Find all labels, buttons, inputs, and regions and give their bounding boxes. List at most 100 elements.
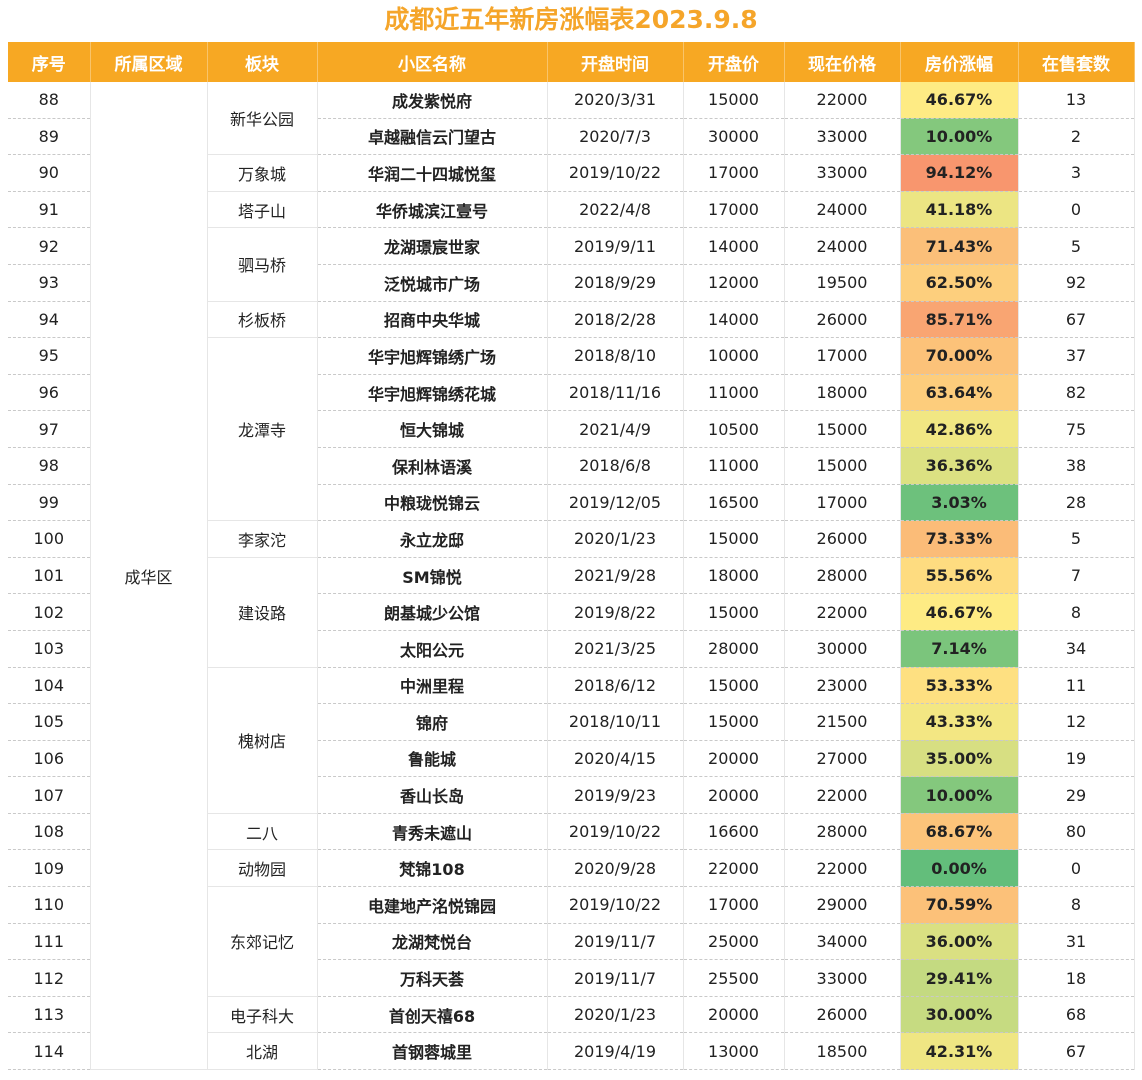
open-price-cell: 11000 xyxy=(683,447,785,485)
board-cell: 北湖 xyxy=(207,1032,318,1071)
count-cell: 37 xyxy=(1018,337,1135,375)
current-price-cell: 24000 xyxy=(784,191,901,229)
board-cell: 槐树店 xyxy=(207,667,318,814)
name-cell: 锦府 xyxy=(317,703,548,741)
date-cell: 2020/9/28 xyxy=(547,849,684,888)
name-cell: 泛悦城市广场 xyxy=(317,264,548,302)
board-cell: 东郊记忆 xyxy=(207,886,318,997)
name-cell: 香山长岛 xyxy=(317,776,548,814)
name-cell: 恒大锦城 xyxy=(317,410,548,448)
header-cell: 小区名称 xyxy=(317,42,548,82)
id-cell: 90 xyxy=(8,154,91,192)
name-cell: 成发紫悦府 xyxy=(317,82,548,119)
rise-cell: 71.43% xyxy=(900,227,1019,265)
id-cell: 99 xyxy=(8,484,91,522)
header-row: 序号 所属区域 板块 小区名称 开盘时间 开盘价 现在价格 房价涨幅 在售套数 xyxy=(8,42,1135,82)
open-price-cell: 15000 xyxy=(683,520,785,558)
count-cell: 11 xyxy=(1018,667,1135,705)
current-price-cell: 26000 xyxy=(784,996,901,1034)
rise-cell: 62.50% xyxy=(900,264,1019,302)
id-cell: 103 xyxy=(8,630,91,668)
id-cell: 113 xyxy=(8,996,91,1034)
current-price-cell: 22000 xyxy=(784,593,901,631)
name-cell: 龙湖梵悦台 xyxy=(317,923,548,961)
date-cell: 2020/1/23 xyxy=(547,996,684,1034)
count-cell: 29 xyxy=(1018,776,1135,814)
open-price-cell: 13000 xyxy=(683,1032,785,1071)
rise-cell: 36.00% xyxy=(900,923,1019,961)
count-cell: 0 xyxy=(1018,191,1135,229)
name-cell: 首创天禧68 xyxy=(317,996,548,1034)
open-price-cell: 16600 xyxy=(683,813,785,851)
current-price-cell: 15000 xyxy=(784,447,901,485)
count-cell: 31 xyxy=(1018,923,1135,961)
rise-cell: 53.33% xyxy=(900,667,1019,705)
table-row: 93 泛悦城市广场 2018/9/29 12000 19500 62.50% 92 xyxy=(8,264,1135,302)
name-cell: 龙湖璟宸世家 xyxy=(317,227,548,265)
name-cell: 首钢蓉城里 xyxy=(317,1032,548,1071)
rise-cell: 70.59% xyxy=(900,886,1019,924)
open-price-cell: 25000 xyxy=(683,923,785,961)
name-cell: 梵锦108 xyxy=(317,849,548,888)
rise-cell: 46.67% xyxy=(900,82,1019,119)
board-cell: 杉板桥 xyxy=(207,301,318,339)
board-cell: 建设路 xyxy=(207,557,318,668)
rise-cell: 30.00% xyxy=(900,996,1019,1034)
current-price-cell: 23000 xyxy=(784,667,901,705)
open-price-cell: 15000 xyxy=(683,82,785,119)
id-cell: 105 xyxy=(8,703,91,741)
current-price-cell: 21500 xyxy=(784,703,901,741)
open-price-cell: 11000 xyxy=(683,374,785,412)
table-body: 88 成华区 新华公园 成发紫悦府 2020/3/31 15000 22000 46.67% 1… xyxy=(8,82,1135,1071)
board-cell: 驷马桥 xyxy=(207,227,318,302)
current-price-cell: 33000 xyxy=(784,154,901,192)
count-cell: 2 xyxy=(1018,118,1135,156)
open-price-cell: 15000 xyxy=(683,667,785,705)
current-price-cell: 19500 xyxy=(784,264,901,302)
table-row: 103 太阳公元 2021/3/25 28000 30000 7.14% 34 xyxy=(8,630,1135,668)
current-price-cell: 33000 xyxy=(784,959,901,997)
open-price-cell: 12000 xyxy=(683,264,785,302)
table-row: 102 朗基城少公馆 2019/8/22 15000 22000 46.67% 8 xyxy=(8,593,1135,631)
current-price-cell: 24000 xyxy=(784,227,901,265)
open-price-cell: 15000 xyxy=(683,703,785,741)
name-cell: 华宇旭辉锦绣广场 xyxy=(317,337,548,375)
id-cell: 95 xyxy=(8,337,91,375)
open-price-cell: 17000 xyxy=(683,154,785,192)
id-cell: 98 xyxy=(8,447,91,485)
rise-cell: 41.18% xyxy=(900,191,1019,229)
count-cell: 3 xyxy=(1018,154,1135,192)
name-cell: 招商中央华城 xyxy=(317,301,548,339)
id-cell: 109 xyxy=(8,849,91,888)
rise-cell: 68.67% xyxy=(900,813,1019,851)
table-row: 113 电子科大 首创天禧68 2020/1/23 20000 26000 30.00% 68 xyxy=(8,996,1135,1034)
rise-cell: 29.41% xyxy=(900,959,1019,997)
date-cell: 2020/7/3 xyxy=(547,118,684,156)
header-cell: 开盘时间 xyxy=(547,42,684,82)
current-price-cell: 34000 xyxy=(784,923,901,961)
id-cell: 102 xyxy=(8,593,91,631)
title: 成都近五年新房涨幅表2023.9.8 xyxy=(384,5,758,34)
date-cell: 2018/8/10 xyxy=(547,337,684,375)
open-price-cell: 30000 xyxy=(683,118,785,156)
board-cell: 万象城 xyxy=(207,154,318,192)
table-row: 114 北湖 首钢蓉城里 2019/4/19 13000 18500 42.31% 67 xyxy=(8,1032,1135,1071)
open-price-cell: 20000 xyxy=(683,740,785,778)
rise-cell: 63.64% xyxy=(900,374,1019,412)
table-row: 105 锦府 2018/10/11 15000 21500 43.33% 12 xyxy=(8,703,1135,741)
rise-cell: 3.03% xyxy=(900,484,1019,522)
rise-cell: 10.00% xyxy=(900,776,1019,814)
open-price-cell: 20000 xyxy=(683,996,785,1034)
current-price-cell: 30000 xyxy=(784,630,901,668)
table-row: 106 鲁能城 2020/4/15 20000 27000 35.00% 19 xyxy=(8,740,1135,778)
table-row: 95 龙潭寺 华宇旭辉锦绣广场 2018/8/10 10000 17000 70.00% 37 xyxy=(8,337,1135,522)
table-row: 111 龙湖梵悦台 2019/11/7 25000 34000 36.00% 31 xyxy=(8,923,1135,961)
board-cell: 电子科大 xyxy=(207,996,318,1034)
current-price-cell: 33000 xyxy=(784,118,901,156)
table-row: 100 李家沱 永立龙邸 2020/1/23 15000 26000 73.33% 5 xyxy=(8,520,1135,558)
open-price-cell: 14000 xyxy=(683,227,785,265)
date-cell: 2022/4/8 xyxy=(547,191,684,229)
current-price-cell: 17000 xyxy=(784,337,901,375)
table-row: 110 东郊记忆 电建地产洺悦锦园 2019/10/22 17000 29000 70.59… xyxy=(8,886,1135,997)
count-cell: 0 xyxy=(1018,849,1135,888)
